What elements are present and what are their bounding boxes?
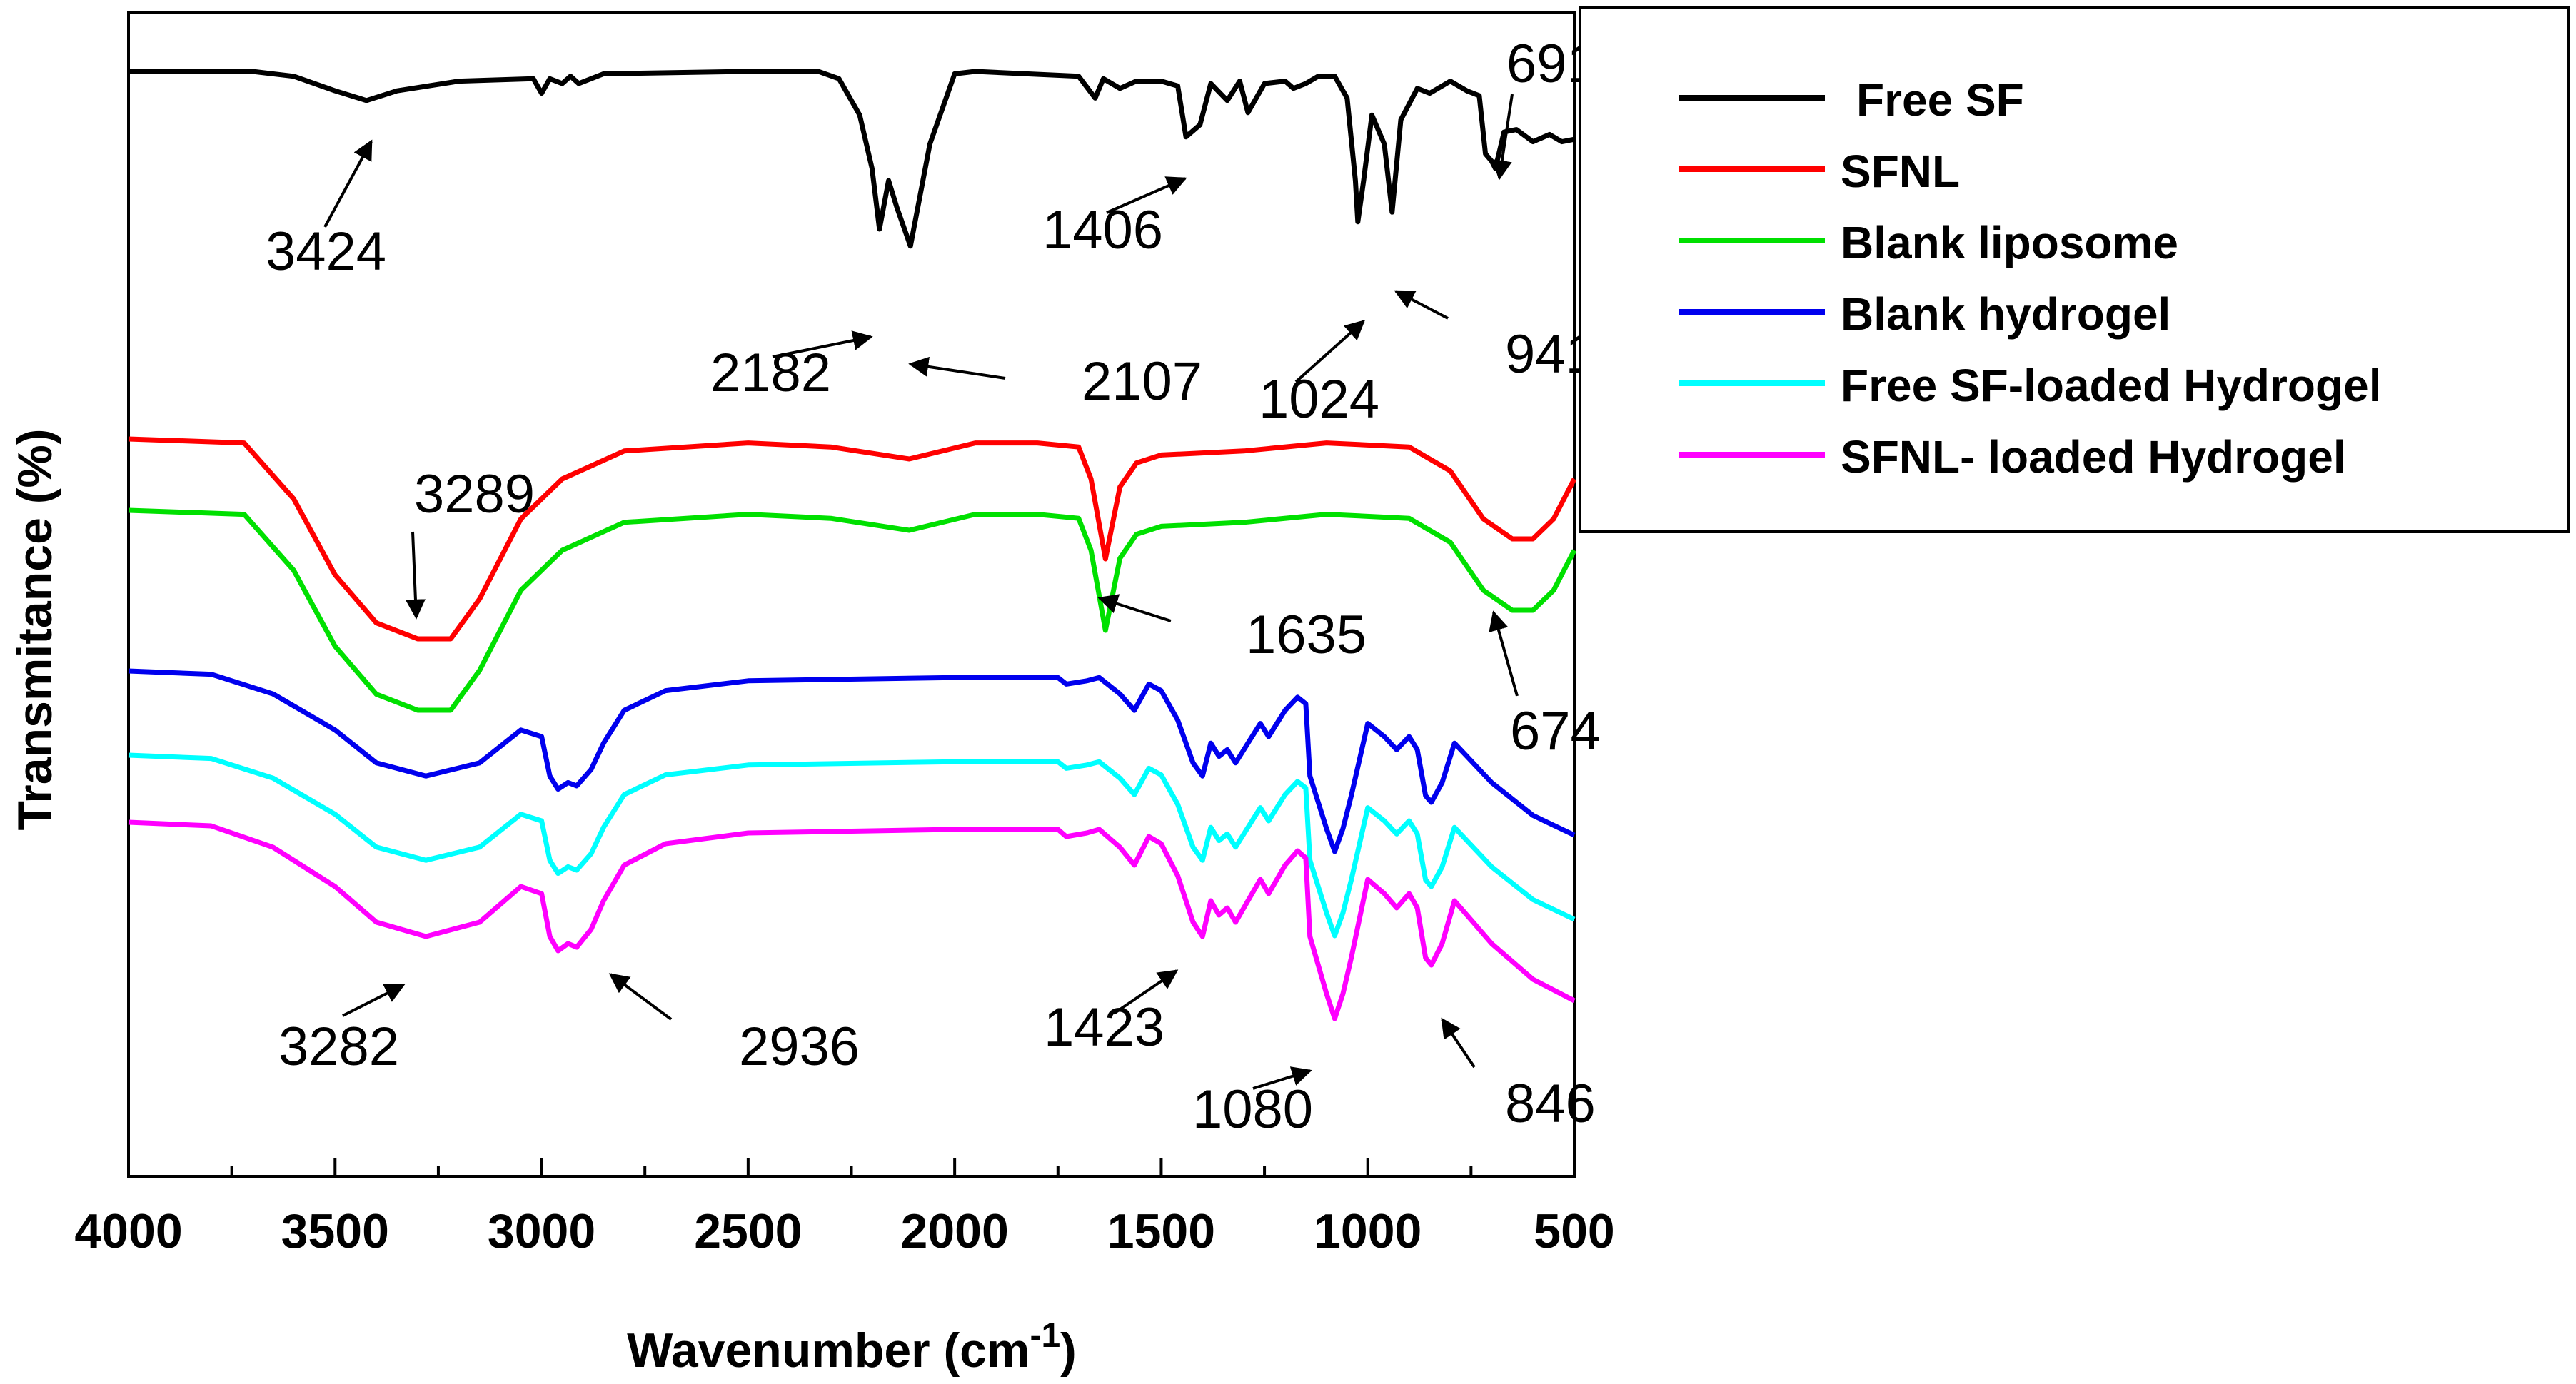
series-layer (128, 69, 1577, 1021)
annotation-arrow-1406 (1106, 176, 1187, 214)
x-tick-label-500: 500 (1534, 1204, 1614, 1258)
annotation-label-1024: 1024 (1259, 369, 1379, 430)
annotation-label-2182: 2182 (710, 343, 831, 403)
legend-label-free-sf: Free SF (1856, 74, 2024, 126)
series-line-sfnl-loaded-hydrogel (128, 819, 1576, 1021)
annotation-label-2107: 2107 (1082, 351, 1202, 412)
x-tick-label-1000: 1000 (1314, 1204, 1422, 1258)
annotation-arrow-3289 (405, 531, 426, 620)
annotation-label-846: 846 (1505, 1074, 1596, 1134)
annotation-arrow-3424 (323, 139, 373, 228)
y-axis-title: Transmitance (%) (8, 428, 62, 830)
annotation-arrow-1080 (1252, 1066, 1312, 1090)
x-tick-label-2500: 2500 (694, 1204, 802, 1258)
series-line-sfnl (128, 436, 1577, 642)
annotation-label-3282: 3282 (278, 1016, 399, 1077)
legend-label-sfnl: SFNL (1841, 146, 1960, 197)
series-line-free-sf (129, 69, 1575, 249)
legend-entries: Free SF SFNL Blank liposome Blank hydrogel F… (1679, 74, 2381, 483)
x-axis-title: Wavenumber (cm-1) (627, 1317, 1077, 1378)
legend-label-blank-hydrogel: Blank hydrogel (1841, 288, 2170, 340)
legend-label-free-sf-loaded-hydrogel: Free SF-loaded Hydrogel (1841, 360, 2381, 411)
x-axis-title-sup: -1 (1030, 1317, 1060, 1355)
annotation-arrow-674 (1489, 610, 1519, 697)
annotation-label-1635: 1635 (1246, 605, 1367, 665)
annotation-arrow-2107 (908, 356, 1006, 380)
annotation-arrow-2936 (608, 973, 673, 1021)
annotation-label-1080: 1080 (1192, 1079, 1313, 1140)
series-line-blank-hydrogel (128, 668, 1576, 854)
annotation-label-3289: 3289 (414, 464, 535, 525)
annotation-arrow-1024 (1294, 320, 1366, 383)
annotation-arrow-3282 (342, 984, 406, 1017)
annotation-arrow-1423 (1112, 969, 1179, 1015)
x-tick-label-2000: 2000 (901, 1204, 1009, 1258)
annotation-label-674: 674 (1510, 701, 1601, 762)
legend: Free SF SFNL Blank liposome Blank hydrogel F… (1579, 6, 2570, 533)
x-tick-label-4000: 4000 (74, 1204, 182, 1258)
annotation-label-1406: 1406 (1042, 200, 1163, 261)
annotation-label-2936: 2936 (739, 1016, 860, 1077)
annotation-arrow-2182 (772, 330, 873, 358)
annotation-label-3424: 3424 (266, 221, 386, 282)
annotation-arrow-846 (1441, 1017, 1476, 1069)
series-line-free-sf-loaded-hydrogel (128, 752, 1576, 939)
annotation-arrow-1635 (1097, 594, 1172, 622)
x-tick-label-3000: 3000 (488, 1204, 595, 1258)
x-axis-title-main: Wavenumber (cm (627, 1323, 1030, 1378)
x-axis-title-close: ) (1060, 1323, 1077, 1378)
x-axis: 4000 3500 3000 2500 2000 1500 1000 500 (74, 1158, 1615, 1258)
legend-label-sfnl-loaded-hydrogel: SFNL- loaded Hydrogel (1841, 431, 2346, 483)
annotation-arrow-691 (1491, 94, 1514, 181)
legend-box (1579, 6, 2570, 533)
x-tick-label-3500: 3500 (281, 1204, 389, 1258)
annotation-arrow-941 (1394, 290, 1449, 320)
legend-label-blank-liposome: Blank liposome (1841, 217, 2178, 268)
x-tick-label-1500: 1500 (1107, 1204, 1215, 1258)
series-line-blank-liposome (128, 507, 1577, 713)
annotation-label-1423: 1423 (1044, 997, 1164, 1058)
